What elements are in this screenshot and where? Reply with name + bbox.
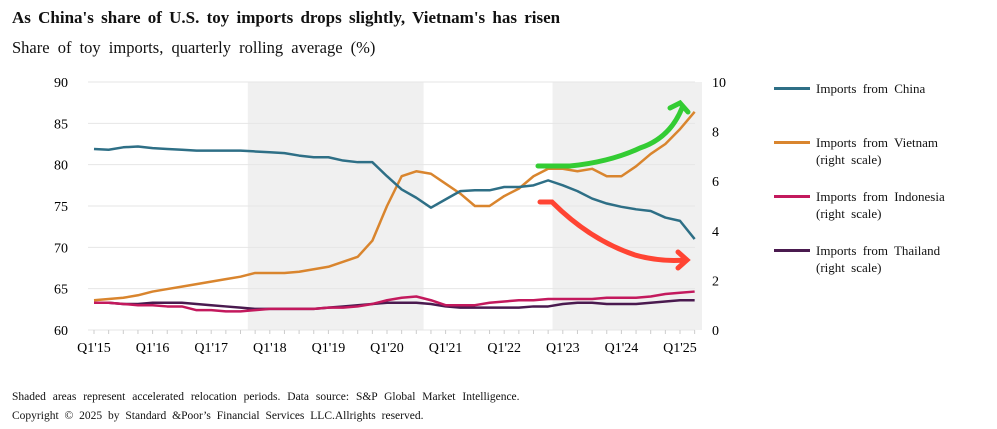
legend-swatch	[774, 195, 810, 198]
x-tick-label: Q1'19	[312, 341, 346, 356]
legend-indonesia: Imports from Indonesia (right scale)	[774, 188, 945, 222]
legend-label: Imports from China	[816, 81, 926, 96]
legend-china: Imports from China	[774, 80, 925, 97]
legend-label: Imports from Thailand	[816, 243, 941, 258]
legend-swatch	[774, 87, 810, 90]
legend-label: Imports from Indonesia	[816, 189, 945, 204]
series-line-thailand	[94, 298, 695, 311]
legend-sublabel: (right scale)	[816, 152, 882, 167]
series-line-vietnam	[93, 110, 696, 302]
chart-title: As China's share of U.S. toy imports dro…	[12, 8, 561, 27]
x-tick-label: Q1'17	[194, 341, 228, 356]
series-line-indonesia	[94, 290, 695, 313]
left-tick-label: 75	[54, 200, 68, 215]
red-arrow-annotation	[537, 199, 691, 271]
copyright: Copyright © 2025 by Standard &Poor’s Fin…	[12, 410, 424, 422]
green-arrow-annotation	[535, 99, 691, 169]
right-tick-label: 2	[712, 274, 719, 289]
left-tick-label: 90	[54, 76, 68, 91]
right-tick-label: 10	[712, 76, 726, 91]
x-tick-label: Q1'16	[136, 341, 170, 356]
x-tick-label: Q1'20	[370, 341, 404, 356]
left-tick-label: 60	[54, 324, 68, 339]
x-tick-label: Q1'24	[605, 341, 639, 356]
chart-subtitle: Share of toy imports, quarterly rolling …	[12, 38, 376, 57]
line-chart: 60 65 70 75 80 85 90 0 2 4 6 8 10 Q1'15 Q1'16 Q1'17 Q1'1…	[54, 76, 726, 356]
x-tick-label: Q1'25	[663, 341, 697, 356]
footnote: Shaded areas represent accelerated reloc…	[12, 391, 520, 403]
legend-sublabel: (right scale)	[816, 206, 882, 221]
x-tick-label: Q1'15	[77, 341, 111, 356]
series-line-china	[93, 145, 696, 240]
legend-thailand: Imports from Thailand (right scale)	[774, 242, 940, 276]
legend-label: Imports from Vietnam	[816, 135, 938, 150]
legend-swatch	[774, 141, 810, 144]
left-tick-label: 85	[54, 117, 68, 132]
x-tick-label: Q1'22	[487, 341, 521, 356]
right-tick-label: 0	[712, 324, 719, 339]
x-tick-label: Q1'21	[429, 341, 463, 356]
x-tick-label: Q1'23	[546, 341, 580, 356]
left-tick-label: 70	[54, 241, 68, 256]
x-tick-label: Q1'18	[253, 341, 287, 356]
legend-vietnam: Imports from Vietnam (right scale)	[774, 134, 938, 168]
right-tick-label: 8	[712, 126, 719, 141]
right-tick-label: 6	[712, 175, 719, 190]
left-tick-label: 80	[54, 159, 68, 174]
legend-swatch	[774, 249, 810, 252]
right-tick-label: 4	[712, 225, 719, 240]
legend-sublabel: (right scale)	[816, 260, 882, 275]
left-tick-label: 65	[54, 283, 68, 298]
